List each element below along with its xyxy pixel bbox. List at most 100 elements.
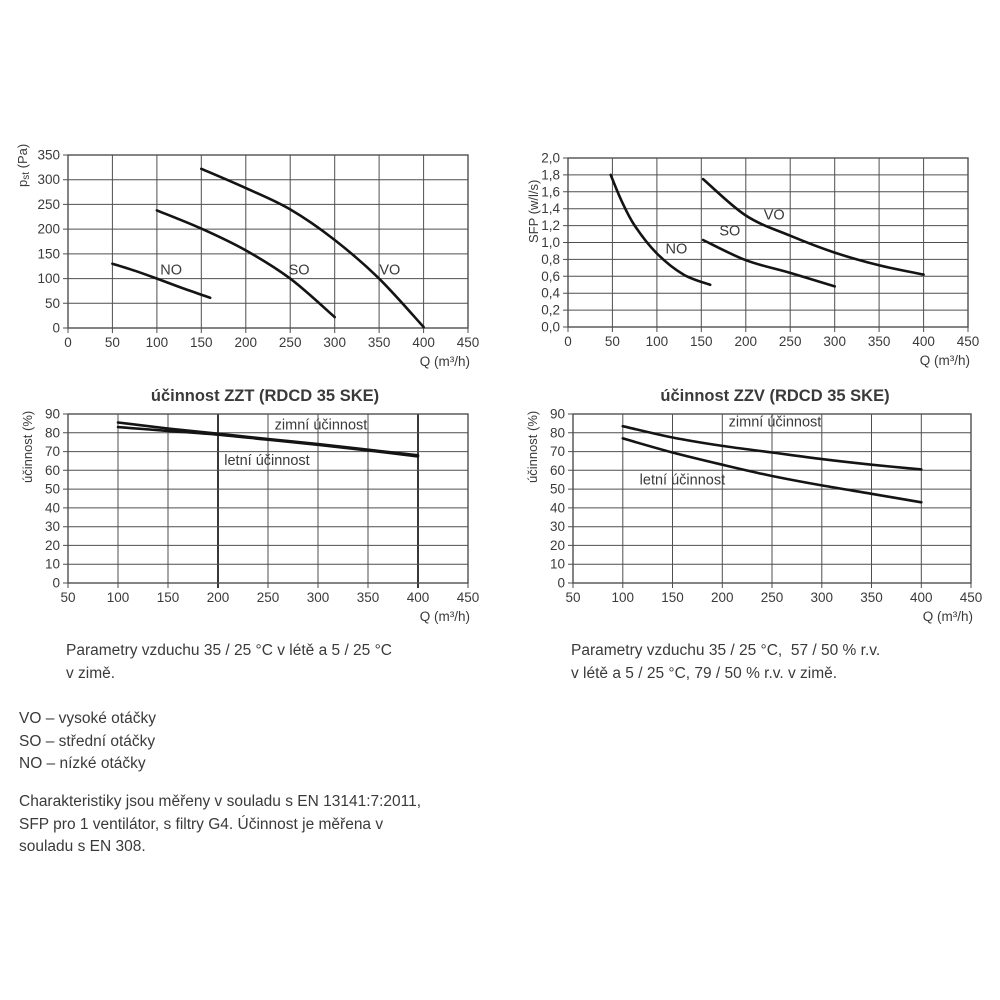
note-right-line1: Parametry vzduchu 35 / 25 °C, 57 / 50 % … (571, 642, 881, 659)
y-tick-label: 40 (45, 500, 60, 515)
x-tick-label: 200 (235, 335, 258, 350)
y-tick-label: 70 (45, 444, 60, 459)
curve-label-letni: letní účinnost (640, 473, 725, 489)
chart-title: účinnost ZZT (RDCD 35 SKE) (151, 387, 379, 405)
curve-label-zimni: zimní účinnost (275, 417, 368, 433)
x-axis-label: Q (m³/h) (920, 353, 970, 368)
curve-zimni (621, 424, 923, 471)
y-tick-label: 200 (37, 222, 60, 237)
y-tick-label: 60 (45, 463, 60, 478)
x-tick-label: 400 (910, 590, 933, 605)
note-left-line2: v zimě. (66, 664, 116, 682)
x-tick-label: 300 (323, 335, 346, 350)
plot-border (567, 157, 969, 328)
measurement-note-line1: Charakteristiky jsou měřeny v souladu s … (19, 793, 422, 810)
y-tick-label: 50 (45, 296, 60, 311)
y-tick-label: 0 (52, 576, 60, 591)
y-tick-label: 150 (37, 246, 60, 261)
x-tick-label: 400 (412, 335, 435, 350)
y-tick-label: 300 (37, 172, 60, 187)
x-tick-label: 100 (646, 334, 669, 349)
x-tick-label: 350 (860, 590, 883, 605)
x-tick-label: 50 (605, 334, 620, 349)
y-tick-label: 90 (45, 407, 60, 422)
x-tick-label: 450 (960, 590, 983, 605)
x-tick-label: 400 (912, 334, 935, 349)
x-tick-label: 0 (564, 334, 572, 349)
x-tick-label: 50 (105, 335, 120, 350)
curve-VO (200, 167, 425, 329)
x-tick-label: 50 (565, 590, 580, 605)
y-tick-label: 20 (550, 538, 565, 553)
legend-so: SO – střední otáčky (19, 732, 156, 750)
x-tick-label: 400 (407, 590, 430, 605)
chart-svg-zzt: 50 100 150 200 250 300 350 400 450 0 10 20 30 40 50 60 7… (20, 387, 480, 624)
x-tick-label: 100 (612, 590, 635, 605)
x-tick-label: 250 (279, 335, 302, 350)
x-tick-label: 0 (64, 335, 72, 350)
y-tick-label: 50 (550, 482, 565, 497)
curve-label-SO: SO (289, 263, 310, 279)
y-tick-label: 30 (45, 519, 60, 534)
y-tick-label: 0 (52, 321, 60, 336)
x-axis-label: Q (m³/h) (420, 354, 470, 369)
curve-letni (621, 437, 923, 504)
plot-border (67, 154, 469, 329)
x-tick-label: 250 (761, 590, 784, 605)
x-tick-label: 50 (60, 590, 75, 605)
curve-label-zimni: zimní účinnost (729, 415, 822, 431)
y-tick-label: 30 (550, 519, 565, 534)
x-axis-label: Q (m³/h) (923, 609, 973, 624)
plot-border (67, 413, 469, 584)
y-axis-label: účinnost (%) (525, 411, 540, 483)
y-tick-label: 1,2 (541, 218, 560, 233)
y-tick-label: 80 (550, 425, 565, 440)
x-tick-label: 250 (779, 334, 802, 349)
y-tick-label: 10 (550, 557, 565, 572)
y-tick-label: 90 (550, 407, 565, 422)
chart-sfp: 0 50 100 150 200 250 300 350 400 450 0,0 0,2 0,4 0,6 0… (500, 130, 1000, 385)
x-tick-label: 300 (823, 334, 846, 349)
speed-legend: VO – vysoké otáčky SO – střední otáčky N… (19, 708, 156, 776)
measurement-note-line3: souladu s EN 308. (19, 838, 146, 855)
y-tick-label: 0,6 (541, 269, 560, 284)
curve-label-NO: NO (160, 263, 182, 279)
y-tick-label: 70 (550, 444, 565, 459)
x-tick-label: 300 (307, 590, 330, 605)
chart-efficiency-zzt: 50 100 150 200 250 300 350 400 450 0 10 20 30 40 50 60 7… (0, 382, 500, 637)
curve-SO (701, 238, 836, 288)
curve-label-NO: NO (666, 241, 688, 257)
y-tick-label: 0,2 (541, 303, 560, 318)
x-tick-label: 200 (735, 334, 758, 349)
curve-SO (155, 209, 336, 319)
curve-label-letni: letní účinnost (224, 453, 309, 469)
curve-NO (111, 262, 212, 300)
x-tick-label: 450 (957, 334, 980, 349)
y-tick-label: 10 (45, 557, 60, 572)
y-tick-label: 40 (550, 500, 565, 515)
y-tick-label: 1,8 (541, 167, 560, 182)
x-tick-label: 150 (690, 334, 713, 349)
curve-NO (609, 173, 712, 287)
chart-svg-zzv: 50 100 150 200 250 300 350 400 450 0 10 20 30 40 50 60 7… (525, 387, 983, 624)
y-tick-label: 0,0 (541, 320, 560, 335)
chart-svg-pst: 0 50 100 150 200 250 300 350 400 450 0 50 100 150 200 2… (15, 144, 479, 369)
y-tick-label: 20 (45, 538, 60, 553)
note-right-line2: v létě a 5 / 25 °C, 79 / 50 % r.v. v zim… (571, 664, 838, 682)
x-axis-label: Q (m³/h) (420, 609, 470, 624)
x-tick-label: 150 (190, 335, 213, 350)
y-tick-label: 2,0 (541, 151, 560, 166)
x-tick-label: 150 (661, 590, 684, 605)
y-tick-label: 0 (557, 576, 565, 591)
y-axis-label: účinnost (%) (20, 411, 35, 483)
x-tick-label: 350 (357, 590, 380, 605)
measurement-note: Charakteristiky jsou měřeny v souladu s … (19, 791, 421, 859)
y-tick-label: 350 (37, 148, 60, 163)
x-tick-label: 450 (457, 590, 480, 605)
y-tick-label: 1,0 (541, 235, 560, 250)
x-tick-label: 200 (711, 590, 734, 605)
y-tick-label: 0,8 (541, 252, 560, 267)
note-left: Parametry vzduchu 35 / 25 °C v létě a 5 … (66, 640, 392, 685)
legend-vo: VO – vysoké otáčky (19, 710, 156, 727)
y-tick-label: 60 (550, 463, 565, 478)
